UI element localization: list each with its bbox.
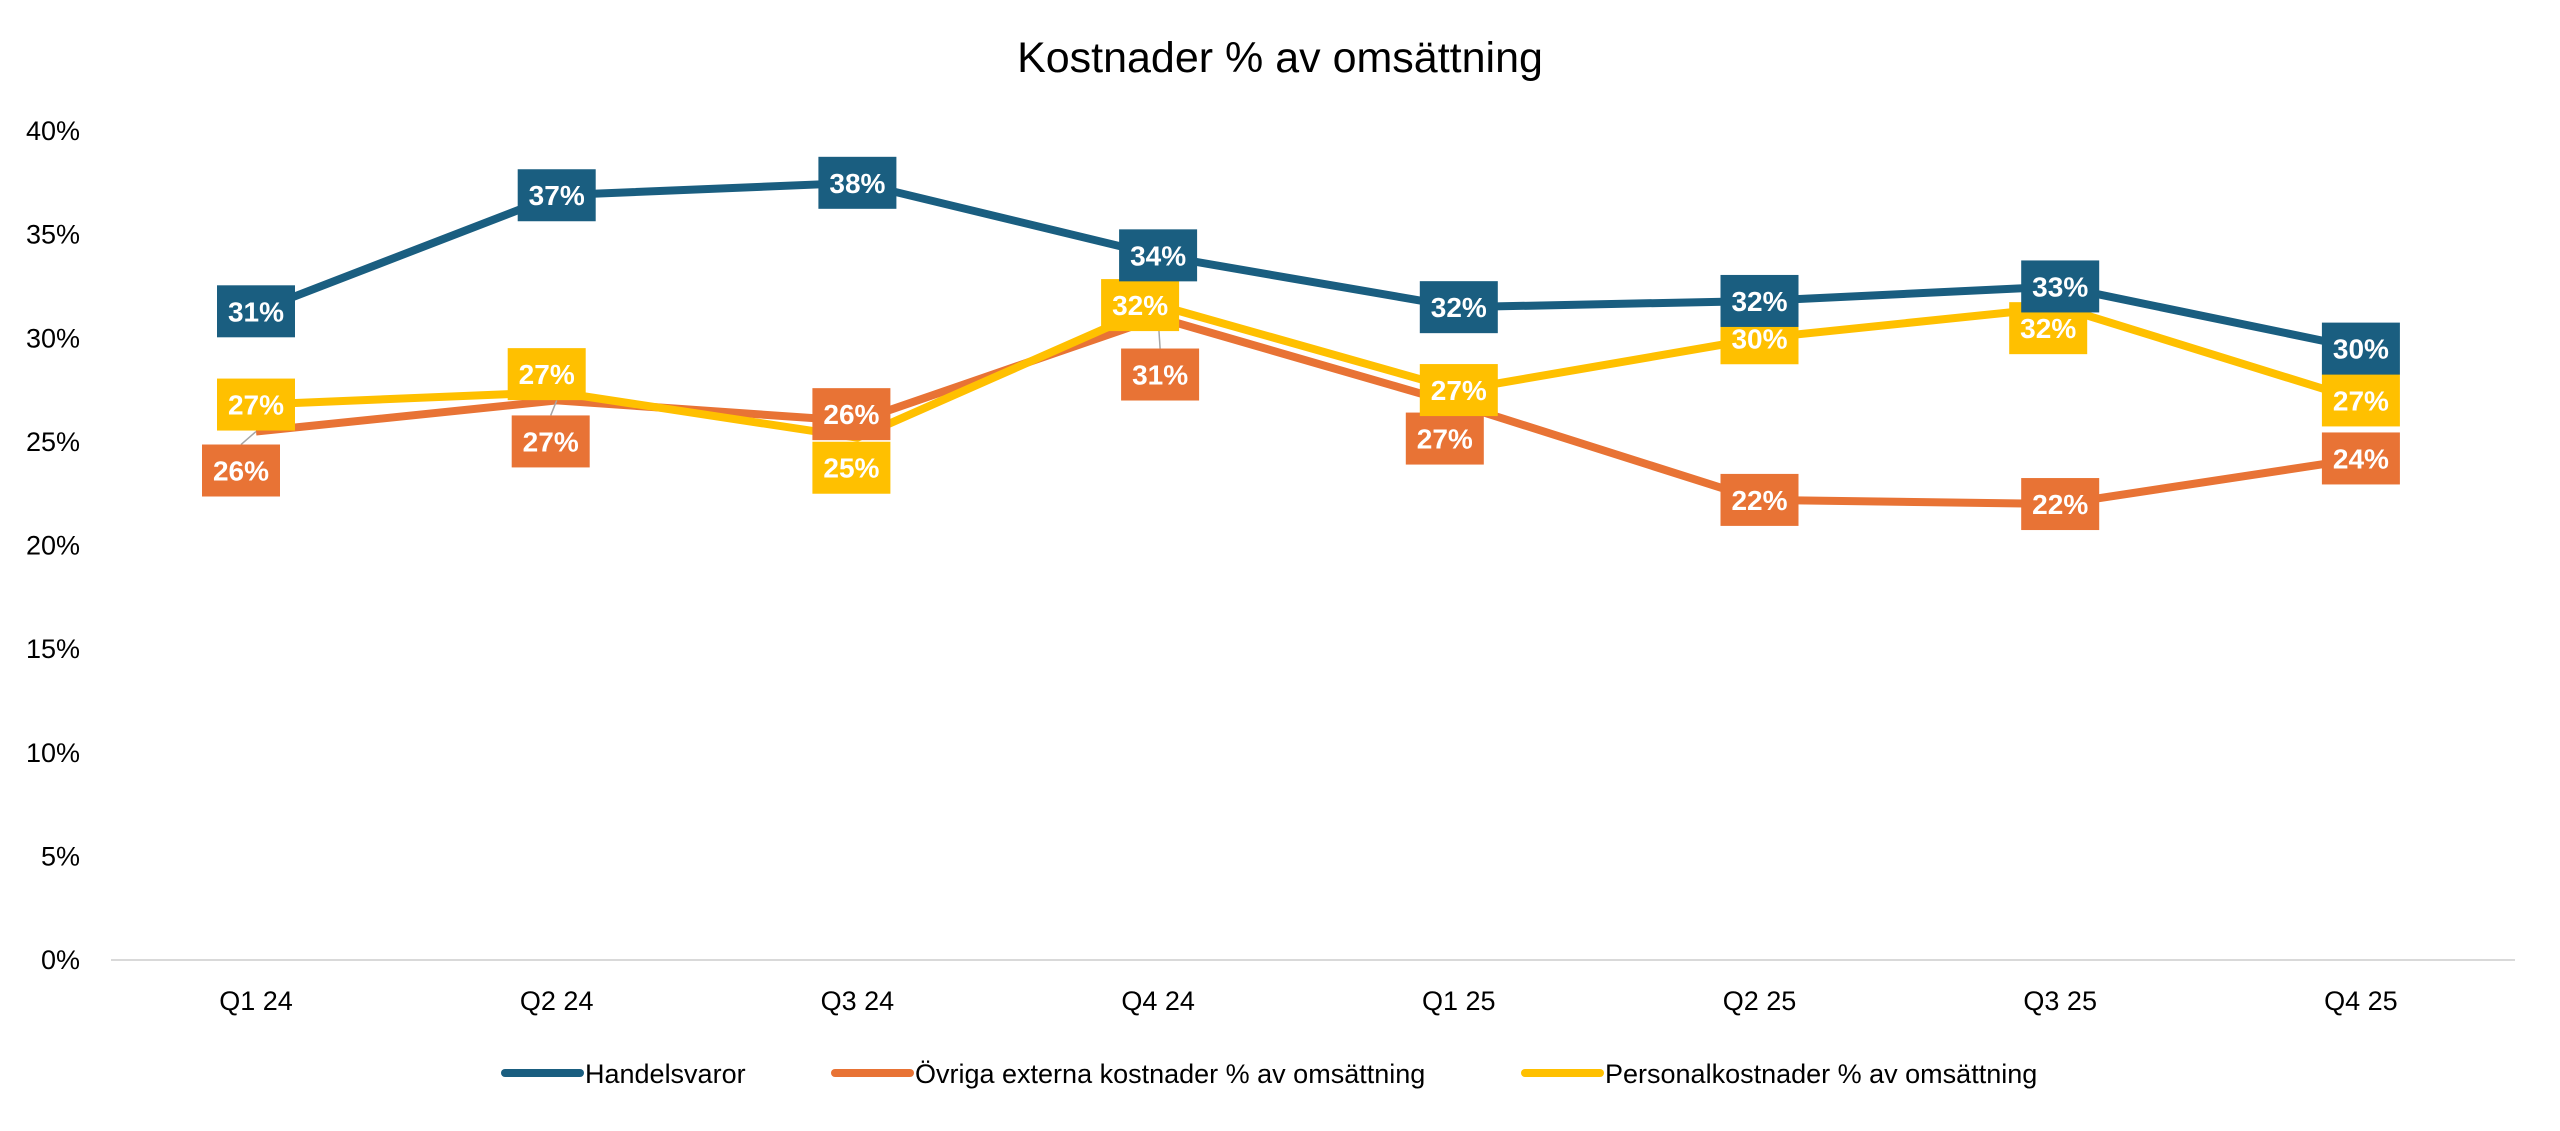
- legend-entry: Personalkostnader % av omsättning: [1605, 1059, 2037, 1089]
- data-label-box: [812, 441, 891, 494]
- data-label: 27%: [228, 390, 284, 421]
- data-label-box: [1405, 412, 1484, 465]
- leader-line: [550, 400, 558, 416]
- data-label: 33%: [2032, 271, 2088, 302]
- data-label-box: [1119, 229, 1198, 282]
- data-label: 27%: [2333, 385, 2389, 416]
- data-label: 31%: [228, 296, 284, 327]
- data-label: 30%: [1731, 323, 1787, 354]
- x-tick-label: Q4 25: [2324, 986, 2398, 1016]
- data-label-box: [1720, 274, 1799, 327]
- data-label-box: [2321, 322, 2400, 375]
- series-line-0: [254, 178, 2362, 353]
- y-tick-label: 15%: [26, 634, 80, 664]
- series-line-1: [255, 313, 2362, 509]
- data-label-box: [2321, 374, 2400, 427]
- data-label-box: [2321, 432, 2400, 485]
- data-label: 26%: [823, 399, 879, 430]
- data-label: 34%: [1130, 240, 1186, 271]
- x-tick-label: Q1 25: [1422, 986, 1496, 1016]
- legend-entry: Handelsvaror: [585, 1059, 746, 1089]
- data-label-box: [217, 285, 295, 338]
- chart-title: Kostnader % av omsättning: [1017, 34, 1543, 82]
- data-label-box: [507, 348, 586, 401]
- x-tick-label: Q3 24: [821, 986, 895, 1016]
- data-label: 27%: [523, 426, 579, 457]
- data-label: 27%: [1417, 424, 1473, 455]
- x-tick-label: Q2 25: [1723, 986, 1797, 1016]
- data-label-box: [818, 156, 897, 209]
- data-label-box: [812, 388, 891, 441]
- data-label-box: [1121, 348, 1200, 401]
- y-tick-label: 35%: [26, 220, 80, 250]
- y-tick-label: 20%: [26, 531, 80, 561]
- data-label-box: [2021, 260, 2100, 313]
- x-tick-label: Q2 24: [520, 986, 594, 1016]
- data-label: 25%: [823, 453, 879, 484]
- x-tick-label: Q1 24: [219, 986, 293, 1016]
- x-tick-label: Q3 25: [2023, 986, 2097, 1016]
- data-label: 22%: [2032, 489, 2088, 520]
- y-tick-label: 30%: [26, 323, 80, 353]
- data-label: 27%: [519, 359, 575, 390]
- data-label: 32%: [1731, 286, 1787, 317]
- data-label: 22%: [1731, 485, 1787, 516]
- data-label-box: [511, 415, 590, 468]
- y-tick-label: 0%: [41, 945, 80, 975]
- data-label-box: [1720, 473, 1799, 526]
- data-label-box: [1419, 281, 1498, 334]
- data-label: 26%: [213, 456, 269, 487]
- data-label-box: [1419, 364, 1498, 417]
- data-label: 38%: [829, 168, 885, 199]
- x-tick-label: Q4 24: [1121, 986, 1195, 1016]
- data-label: 37%: [529, 180, 585, 211]
- data-label: 30%: [2333, 334, 2389, 365]
- data-label: 31%: [1132, 360, 1188, 391]
- data-label: 27%: [1431, 375, 1487, 406]
- data-label: 32%: [2020, 313, 2076, 344]
- y-tick-label: 5%: [41, 841, 80, 871]
- data-label-box: [202, 444, 280, 497]
- data-label-box: [1101, 279, 1180, 332]
- y-tick-label: 25%: [26, 427, 80, 457]
- data-label-box: [517, 169, 596, 222]
- y-tick-label: 40%: [26, 116, 80, 146]
- legend-entry: Övriga externa kostnader % av omsättning: [915, 1059, 1425, 1089]
- y-tick-label: 10%: [26, 738, 80, 768]
- data-label: 32%: [1112, 290, 1168, 321]
- data-label: 24%: [2333, 443, 2389, 474]
- leader-line: [240, 430, 257, 446]
- data-label-box: [2021, 478, 2100, 531]
- data-label: 32%: [1431, 292, 1487, 323]
- data-label-box: [217, 378, 295, 431]
